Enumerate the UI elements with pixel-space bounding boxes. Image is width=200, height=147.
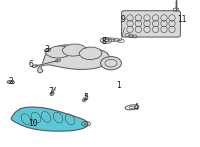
Text: 10: 10 xyxy=(28,119,38,128)
Text: 8: 8 xyxy=(102,37,106,46)
Text: 7: 7 xyxy=(49,87,53,96)
Polygon shape xyxy=(45,46,71,58)
Text: 2: 2 xyxy=(9,77,13,86)
Text: 5: 5 xyxy=(84,92,88,102)
Polygon shape xyxy=(62,44,86,56)
Text: 4: 4 xyxy=(134,103,138,112)
Text: 1: 1 xyxy=(117,81,121,91)
Ellipse shape xyxy=(101,57,121,70)
Text: 9: 9 xyxy=(121,15,125,24)
Text: 3: 3 xyxy=(45,45,49,55)
Text: 6: 6 xyxy=(29,60,33,69)
Text: 11: 11 xyxy=(177,15,187,24)
Polygon shape xyxy=(38,45,109,73)
FancyBboxPatch shape xyxy=(122,11,180,37)
Polygon shape xyxy=(11,107,88,131)
Polygon shape xyxy=(79,47,102,60)
